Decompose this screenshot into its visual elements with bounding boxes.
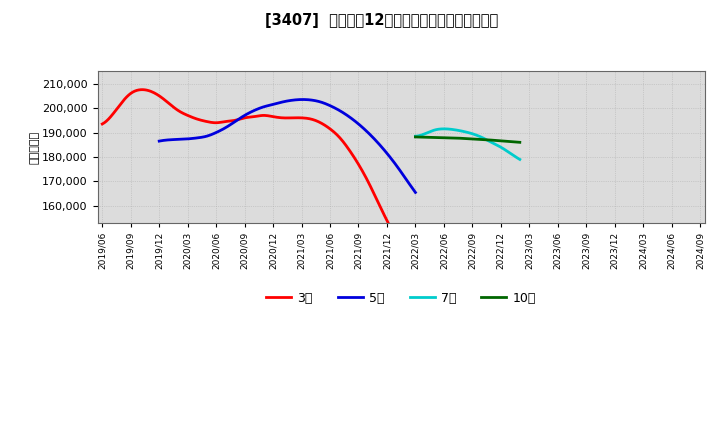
Y-axis label: （百万円）: （百万円） xyxy=(30,131,40,164)
Legend: 3年, 5年, 7年, 10年: 3年, 5年, 7年, 10年 xyxy=(261,287,541,310)
Text: [3407]  経常利益12か月移動合計の平均値の推移: [3407] 経常利益12か月移動合計の平均値の推移 xyxy=(265,13,498,28)
